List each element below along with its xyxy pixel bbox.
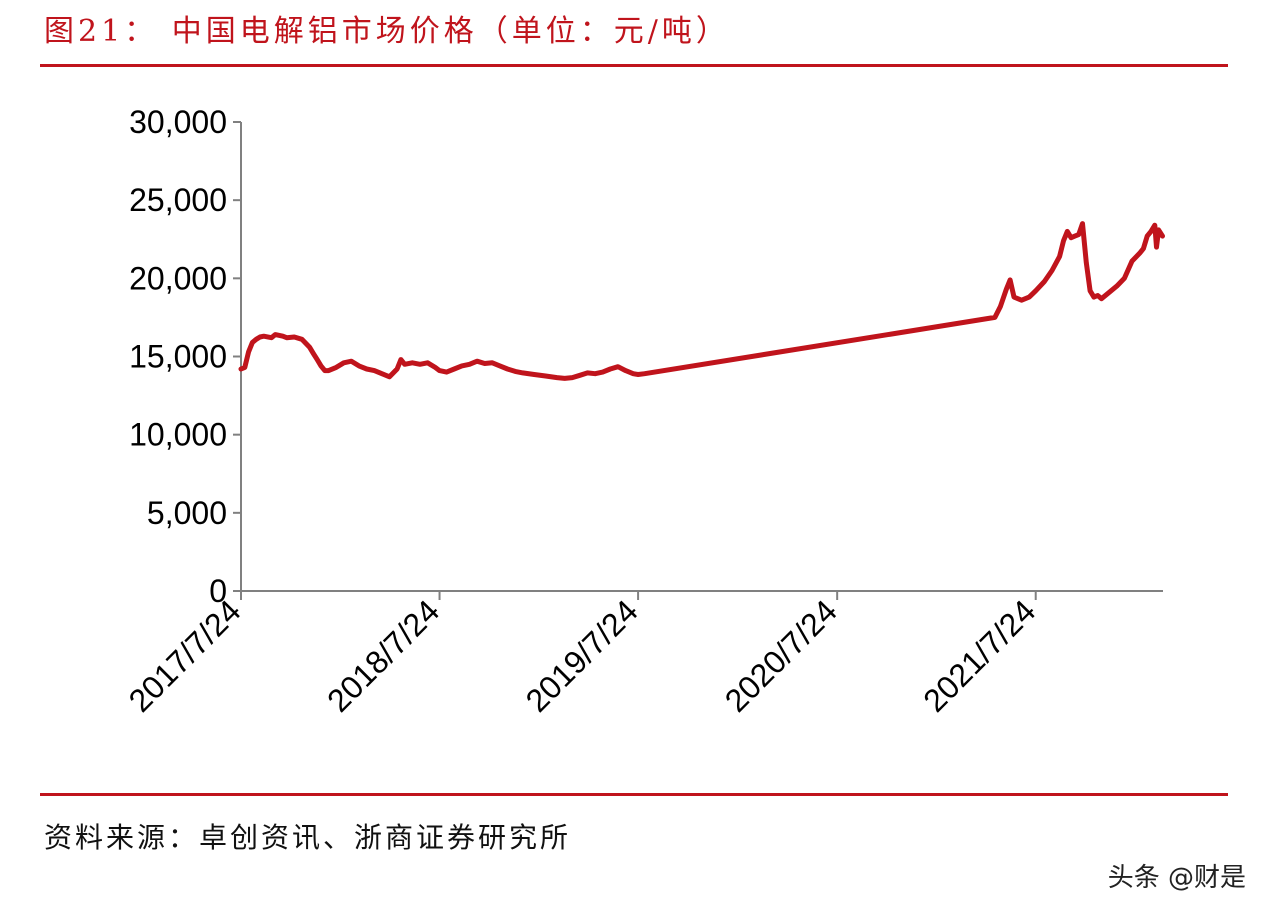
x-tick-label: 2018/7/24 (320, 593, 446, 719)
watermark: 头条 @财是 (1107, 863, 1246, 893)
y-tick-label: 5,000 (147, 495, 227, 531)
y-tick-label: 25,000 (129, 182, 227, 218)
x-tick-label: 2019/7/24 (519, 593, 645, 719)
x-tick-label: 2017/7/24 (122, 593, 248, 719)
y-tick-label: 30,000 (129, 104, 227, 140)
bottom-rule (40, 793, 1228, 796)
x-tick-label: 2020/7/24 (718, 593, 844, 719)
source-note: 资料来源：卓创资讯、浙商证券研究所 (44, 821, 572, 854)
y-tick-label: 0 (209, 573, 227, 609)
figure-title: 图21： 中国电解铝市场价格（单位：元/吨） (44, 14, 730, 49)
x-tick-label: 2021/7/24 (916, 593, 1042, 719)
top-rule (40, 64, 1228, 67)
y-tick-label: 20,000 (129, 260, 227, 296)
series-line (238, 221, 1165, 381)
y-tick-label: 15,000 (129, 339, 227, 375)
y-tick-label: 10,000 (129, 417, 227, 453)
